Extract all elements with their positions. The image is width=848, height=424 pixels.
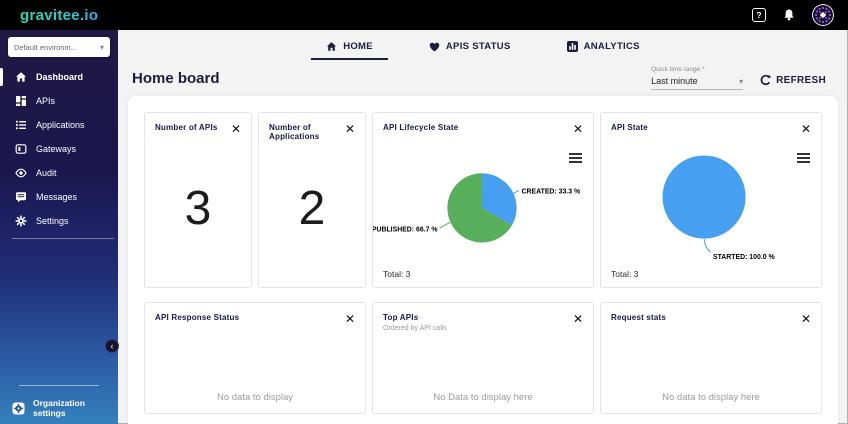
refresh-button[interactable]: REFRESH (759, 74, 826, 90)
tab-apis-status[interactable]: APIS STATUS (414, 38, 526, 60)
empty-state-text: No Data to display here (433, 392, 533, 403)
main-content: HOME APIS STATUS ANALYTICS Home board Qu… (118, 30, 848, 424)
refresh-label: REFRESH (776, 74, 826, 86)
sidebar-item-applications[interactable]: Applications (0, 113, 118, 137)
close-icon[interactable]: ✕ (572, 122, 583, 136)
pie-slice-label-published: PUBLISHED: 66.7 % (373, 227, 438, 234)
tab-label: APIS STATUS (445, 41, 511, 52)
sidebar-item-label: Dashboard (36, 72, 84, 82)
tab-bar: HOME APIS STATUS ANALYTICS (118, 30, 848, 60)
home-icon (14, 71, 27, 84)
quick-time-range-select[interactable]: Last minute ▾ (651, 76, 744, 90)
heart-icon (429, 42, 440, 51)
sidebar-item-label: Gateways (36, 144, 77, 154)
organization-settings-icon (12, 402, 25, 415)
close-icon[interactable]: ✕ (572, 312, 583, 326)
card-subtitle: Ordered by API calls (383, 325, 447, 332)
help-icon[interactable]: ? (752, 8, 766, 22)
user-avatar[interactable] (812, 4, 834, 26)
sidebar-item-apis[interactable]: APIs (0, 89, 118, 113)
total-label: Total: 3 (383, 269, 411, 279)
sidebar-item-label: APIs (36, 96, 56, 106)
apis-count-value: 3 (184, 181, 212, 235)
refresh-icon (760, 74, 772, 86)
sidebar-item-audit[interactable]: Audit (0, 161, 118, 185)
close-icon[interactable]: ✕ (344, 312, 355, 326)
grid-icon (14, 95, 27, 108)
sidebar-nav: Dashboard APIs Applications (0, 65, 118, 239)
api-lifecycle-pie-chart: CREATED: 33.3 % PUBLISHED: 66.7 % (373, 173, 581, 243)
tab-label: ANALYTICS (583, 41, 640, 52)
tab-analytics[interactable]: ANALYTICS (552, 38, 655, 60)
page-title: Home board (132, 69, 220, 87)
close-icon[interactable]: ✕ (230, 122, 241, 136)
card-top-apis: Top APIs Ordered by API calls ✕ No Data … (372, 302, 594, 414)
organization-settings-link[interactable]: Organization settings (0, 398, 118, 418)
active-indicator (0, 68, 3, 86)
card-api-response-status: API Response Status ✕ No data to display (144, 302, 366, 414)
quick-time-range-value: Last minute (651, 76, 698, 86)
pie-slice-label-created: CREATED: 33.3 % (522, 189, 581, 196)
card-title: API Lifecycle State (383, 123, 459, 132)
card-title: Number of Applications (269, 123, 320, 141)
close-icon[interactable]: ✕ (800, 122, 811, 136)
eye-icon (14, 167, 27, 180)
card-title: API State (611, 123, 648, 132)
chevron-down-icon: ▾ (99, 42, 104, 52)
gateway-icon (14, 143, 27, 156)
widgets-grid: Number of APIs ✕ 3 Number of Application… (144, 112, 822, 414)
tab-label: HOME (343, 41, 373, 52)
message-icon (14, 191, 27, 204)
chart-menu-icon[interactable] (797, 153, 810, 163)
sidebar-bottom-divider (19, 385, 99, 386)
sidebar: Default environm... ▾ Dashboard APIs (0, 30, 119, 424)
card-title: Number of APIs (155, 123, 218, 132)
sidebar-item-label: Settings (36, 216, 69, 226)
sidebar-collapse-button[interactable]: ‹ (105, 339, 119, 353)
card-request-stats: Request stats ✕ No data to display here (600, 302, 822, 414)
home-icon (327, 42, 337, 51)
tab-home[interactable]: HOME (311, 38, 388, 60)
pie-slice-label-started: STARTED: 100.0 % (713, 254, 775, 261)
gear-icon (14, 215, 27, 228)
sidebar-item-label: Messages (36, 192, 78, 202)
applications-count-value: 2 (298, 181, 326, 235)
quick-time-range-label: Quick time range * (651, 66, 705, 73)
empty-state-text: No data to display (216, 392, 294, 403)
sidebar-divider (12, 238, 114, 239)
card-number-of-applications: Number of Applications ✕ 2 (258, 112, 366, 288)
card-number-of-apis: Number of APIs ✕ 3 (144, 112, 252, 288)
card-title: Top APIs (383, 313, 419, 322)
dashboard-panel: Number of APIs ✕ 3 Number of Application… (128, 96, 838, 424)
card-title: Request stats (611, 313, 667, 322)
topbar: gravitee.io ? (0, 0, 848, 30)
sidebar-item-messages[interactable]: Messages (0, 185, 118, 209)
close-icon[interactable]: ✕ (800, 312, 811, 326)
chevron-down-icon: ▾ (739, 76, 744, 86)
environment-selector[interactable]: Default environm... ▾ (8, 37, 110, 57)
empty-state-text: No data to display here (662, 392, 760, 403)
total-label: Total: 3 (611, 269, 639, 279)
page-header: Home board Quick time range * Last minut… (118, 60, 848, 96)
sidebar-item-label: Applications (36, 120, 85, 130)
organization-settings-label: Organization settings (33, 398, 85, 418)
close-icon[interactable]: ✕ (344, 122, 355, 136)
sidebar-item-label: Audit (36, 168, 57, 178)
card-api-state: API State ✕ STARTED: 100.0 % Total: 3 (600, 112, 822, 288)
card-title: API Response Status (155, 313, 240, 322)
notifications-bell-icon[interactable] (782, 8, 796, 22)
card-api-lifecycle-state: API Lifecycle State ✕ CREATED: 33.3 % PU… (372, 112, 594, 288)
sidebar-item-gateways[interactable]: Gateways (0, 137, 118, 161)
environment-selector-value: Default environm... (14, 42, 77, 52)
sidebar-item-dashboard[interactable]: Dashboard (0, 65, 118, 89)
api-state-pie-chart: STARTED: 100.0 % (662, 155, 775, 261)
chart-menu-icon[interactable] (569, 153, 582, 163)
bar-chart-icon (566, 41, 578, 52)
gravitee-logo[interactable]: gravitee.io (20, 6, 99, 24)
list-icon (14, 119, 27, 132)
sidebar-item-settings[interactable]: Settings (0, 209, 118, 233)
